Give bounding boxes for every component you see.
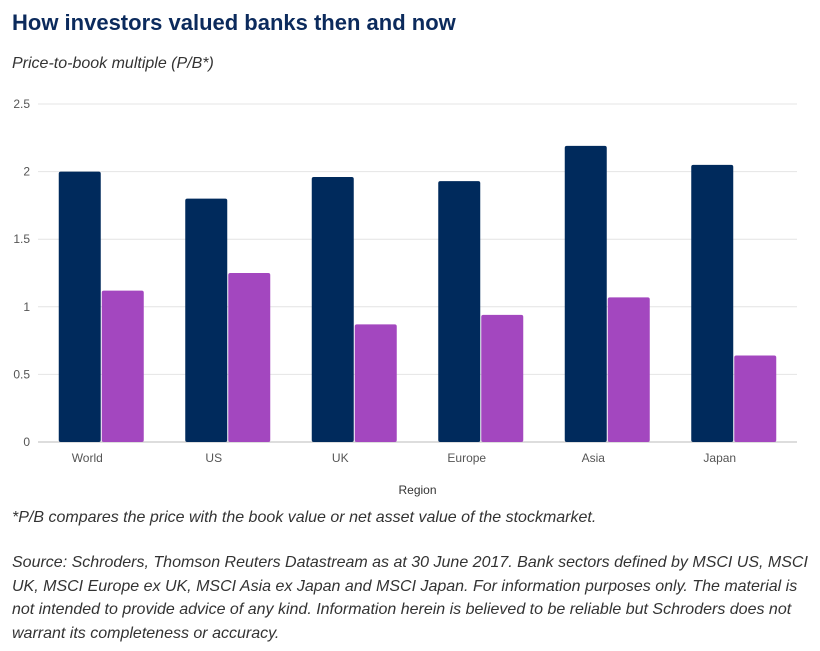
footnote: *P/B compares the price with the book va… — [12, 509, 597, 526]
bar-us-series-1 — [185, 198, 228, 442]
x-tick-label: US — [205, 451, 222, 465]
bar-chart: 0 0.5 1 1.5 2 2.5 World US UK Europe Asia Japan Re… — [13, 97, 797, 497]
bar-asia-series-2 — [607, 297, 650, 442]
bar-world-series-2 — [101, 290, 144, 442]
x-axis-label: Region — [398, 483, 436, 497]
x-tick-label: Europe — [447, 451, 486, 465]
bar-world-series-1 — [58, 171, 101, 442]
bar-uk-series-1 — [311, 177, 354, 442]
source-note: Source: Schroders, Thomson Reuters Datas… — [12, 554, 808, 642]
y-axis-ticks: 0 0.5 1 1.5 2 2.5 — [13, 97, 30, 449]
bars — [58, 145, 777, 443]
bar-asia-series-1 — [564, 145, 607, 443]
x-axis-ticks: World US UK Europe Asia Japan — [72, 451, 736, 465]
y-tick-label: 1.5 — [13, 232, 30, 246]
y-tick-label: 2 — [23, 165, 30, 179]
x-tick-label: Asia — [582, 451, 606, 465]
bar-japan-series-2 — [734, 355, 777, 442]
y-tick-label: 1 — [23, 300, 30, 314]
gridlines — [38, 103, 797, 443]
x-tick-label: World — [72, 451, 103, 465]
x-tick-label: Japan — [703, 451, 736, 465]
bar-europe-series-1 — [438, 181, 481, 442]
bar-japan-series-1 — [691, 164, 734, 442]
y-tick-label: 0 — [23, 435, 30, 449]
bar-europe-series-2 — [481, 314, 524, 442]
y-tick-label: 2.5 — [13, 97, 30, 111]
y-tick-label: 0.5 — [13, 367, 30, 381]
bar-us-series-2 — [228, 273, 271, 442]
x-tick-label: UK — [332, 451, 349, 465]
chart-title: How investors valued banks then and now — [12, 10, 456, 35]
bar-uk-series-2 — [354, 324, 397, 442]
chart-subtitle: Price-to-book multiple (P/B*) — [12, 55, 214, 72]
